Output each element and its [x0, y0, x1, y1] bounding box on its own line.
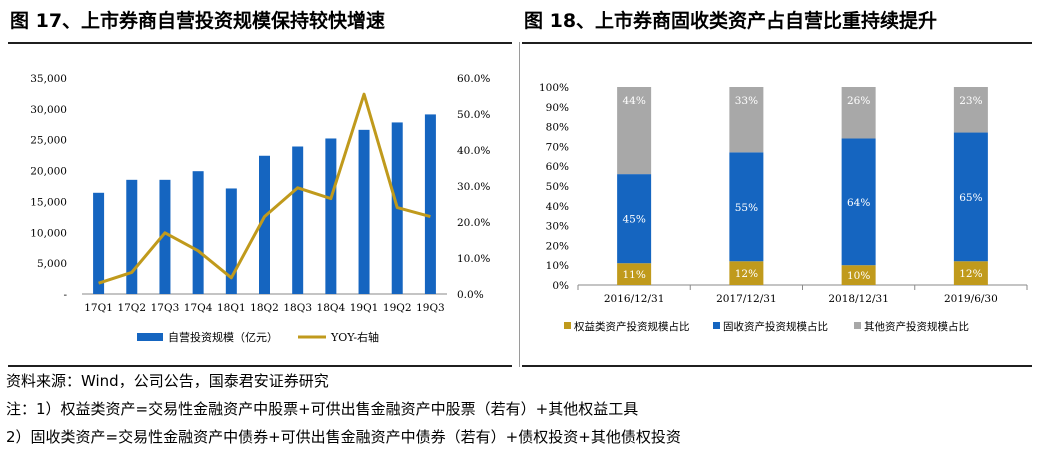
right-chart-panel: 0% 10% 20% 30% 40% 50% 60% 70% 80% 90% 100% 11% 45% 4… — [522, 42, 1032, 367]
bar-investment-scale — [159, 179, 171, 294]
legend-swatch — [713, 322, 720, 329]
segment-data-label: 11% — [622, 269, 645, 281]
panel-divider — [519, 42, 520, 367]
y-left-tick-label: 10,000 — [30, 227, 67, 239]
segment-data-label: 65% — [959, 192, 982, 204]
chart-title-right: 图 18、上市券商固收类资产占自营比重持续提升 — [524, 10, 938, 32]
bar-investment-scale — [292, 146, 304, 294]
segment-data-label: 33% — [735, 95, 758, 107]
asset-mix-chart: 0% 10% 20% 30% 40% 50% 60% 70% 80% 90% 100% 11% 45% 4… — [539, 82, 1028, 333]
y-tick-label: 100% — [539, 82, 569, 94]
x-tick-label: 2016/12/31 — [604, 293, 665, 305]
y-tick-label: 0% — [552, 280, 569, 292]
x-tick-label: 17Q4 — [184, 302, 213, 314]
segment-data-label: 12% — [959, 268, 982, 280]
bar-investment-scale — [93, 192, 105, 294]
y-right-tick-label: 20.0% — [457, 217, 490, 229]
bar-investment-scale — [259, 155, 270, 294]
bar-investment-scale — [358, 129, 370, 294]
stacked-segment — [617, 87, 652, 175]
x-tick-label: 19Q1 — [350, 302, 379, 314]
bar-investment-scale — [225, 188, 237, 294]
y-left-tick-label: 30,000 — [30, 104, 67, 116]
footnote-2: 2）固收类资产=交易性金融资产中债券+可供出售金融资产中债券（若有）+债权投资+… — [6, 428, 681, 446]
stacked-segment — [841, 138, 876, 266]
legend-label: 权益类资产投资规模占比 — [574, 320, 690, 333]
x-tick-label: 18Q3 — [283, 302, 312, 314]
chart-title-left: 图 17、上市券商自营投资规模保持较快增速 — [10, 10, 386, 32]
stacked-segment — [729, 261, 764, 285]
y-left-tick-label: 35,000 — [30, 73, 67, 85]
stacked-segment — [729, 87, 764, 153]
yoy-line — [98, 92, 431, 285]
y-left-tick-label: 5,000 — [37, 258, 67, 270]
x-tick-label: 17Q3 — [151, 302, 180, 314]
segment-data-label: 44% — [622, 95, 645, 107]
legend-label: 其他资产投资规模占比 — [864, 320, 969, 333]
segment-data-label: 45% — [622, 214, 645, 226]
y-tick-label: 70% — [546, 141, 569, 153]
y-tick-label: 60% — [546, 161, 569, 173]
legend-label-yoy: YOY-右轴 — [330, 330, 379, 344]
legend-swatch — [854, 322, 861, 329]
y-tick-label: 30% — [546, 221, 569, 233]
x-tick-label: 19Q2 — [383, 302, 412, 314]
y-left-tick-label: 20,000 — [30, 166, 67, 178]
y-tick-label: 50% — [546, 181, 569, 193]
y-right-tick-label: 60.0% — [457, 73, 490, 85]
segment-data-label: 55% — [735, 202, 758, 214]
source-note: 资料来源：Wind，公司公告，国泰君安证券研究 — [6, 372, 329, 390]
bar-investment-scale — [325, 138, 337, 294]
x-tick-label: 17Q2 — [117, 302, 146, 314]
x-tick-label: 18Q1 — [217, 302, 246, 314]
x-tick-label: 2017/12/31 — [716, 293, 777, 305]
stacked-segment — [617, 263, 652, 285]
stacked-segment — [953, 87, 988, 133]
legend-swatch — [564, 322, 571, 329]
stacked-segment — [729, 152, 764, 262]
bar-investment-scale — [126, 179, 138, 294]
x-tick-label: 2018/12/31 — [828, 293, 889, 305]
stacked-segment — [953, 132, 988, 262]
footnote-1: 注：1）权益类资产=交易性金融资产中股票+可供出售金融资产中股票（若有）+其他权… — [6, 400, 639, 418]
y-right-tick-label: 10.0% — [457, 253, 490, 265]
segment-data-label: 10% — [847, 270, 870, 282]
y-tick-label: 80% — [546, 122, 569, 134]
legend-swatch-scale — [137, 333, 163, 341]
x-tick-label: 17Q1 — [84, 302, 113, 314]
y-tick-label: 90% — [546, 102, 569, 114]
x-tick-label: 18Q4 — [317, 302, 346, 314]
legend-label: 固收资产投资规模占比 — [723, 320, 828, 333]
y-left-tick-label: 15,000 — [30, 196, 67, 208]
investment-scale-chart: - 5,000 10,000 15,000 20,000 25,000 30,000 35,0… — [30, 73, 490, 344]
stacked-segment — [841, 87, 876, 139]
x-tick-label: 2019/6/30 — [944, 293, 998, 305]
segment-data-label: 26% — [847, 95, 870, 107]
y-left-tick-label: - — [63, 289, 67, 301]
left-chart-panel: - 5,000 10,000 15,000 20,000 25,000 30,000 35,0… — [8, 42, 512, 367]
segment-data-label: 12% — [735, 268, 758, 280]
y-left-tick-label: 25,000 — [30, 135, 67, 147]
x-tick-label: 18Q2 — [250, 302, 279, 314]
y-right-tick-label: 0.0% — [457, 289, 484, 301]
y-tick-label: 40% — [546, 201, 569, 213]
y-tick-label: 10% — [546, 260, 569, 272]
y-right-tick-label: 30.0% — [457, 181, 490, 193]
stacked-segment — [617, 174, 652, 264]
segment-data-label: 23% — [959, 95, 982, 107]
bar-investment-scale — [192, 171, 204, 294]
legend-label-scale: 自营投资规模（亿元） — [168, 330, 278, 344]
stacked-segment — [841, 265, 876, 285]
y-right-tick-label: 50.0% — [457, 109, 490, 121]
y-right-tick-label: 40.0% — [457, 145, 490, 157]
x-tick-label: 19Q3 — [416, 302, 445, 314]
stacked-segment — [953, 261, 988, 285]
bar-investment-scale — [424, 114, 436, 294]
y-tick-label: 20% — [546, 240, 569, 252]
segment-data-label: 64% — [847, 197, 870, 209]
